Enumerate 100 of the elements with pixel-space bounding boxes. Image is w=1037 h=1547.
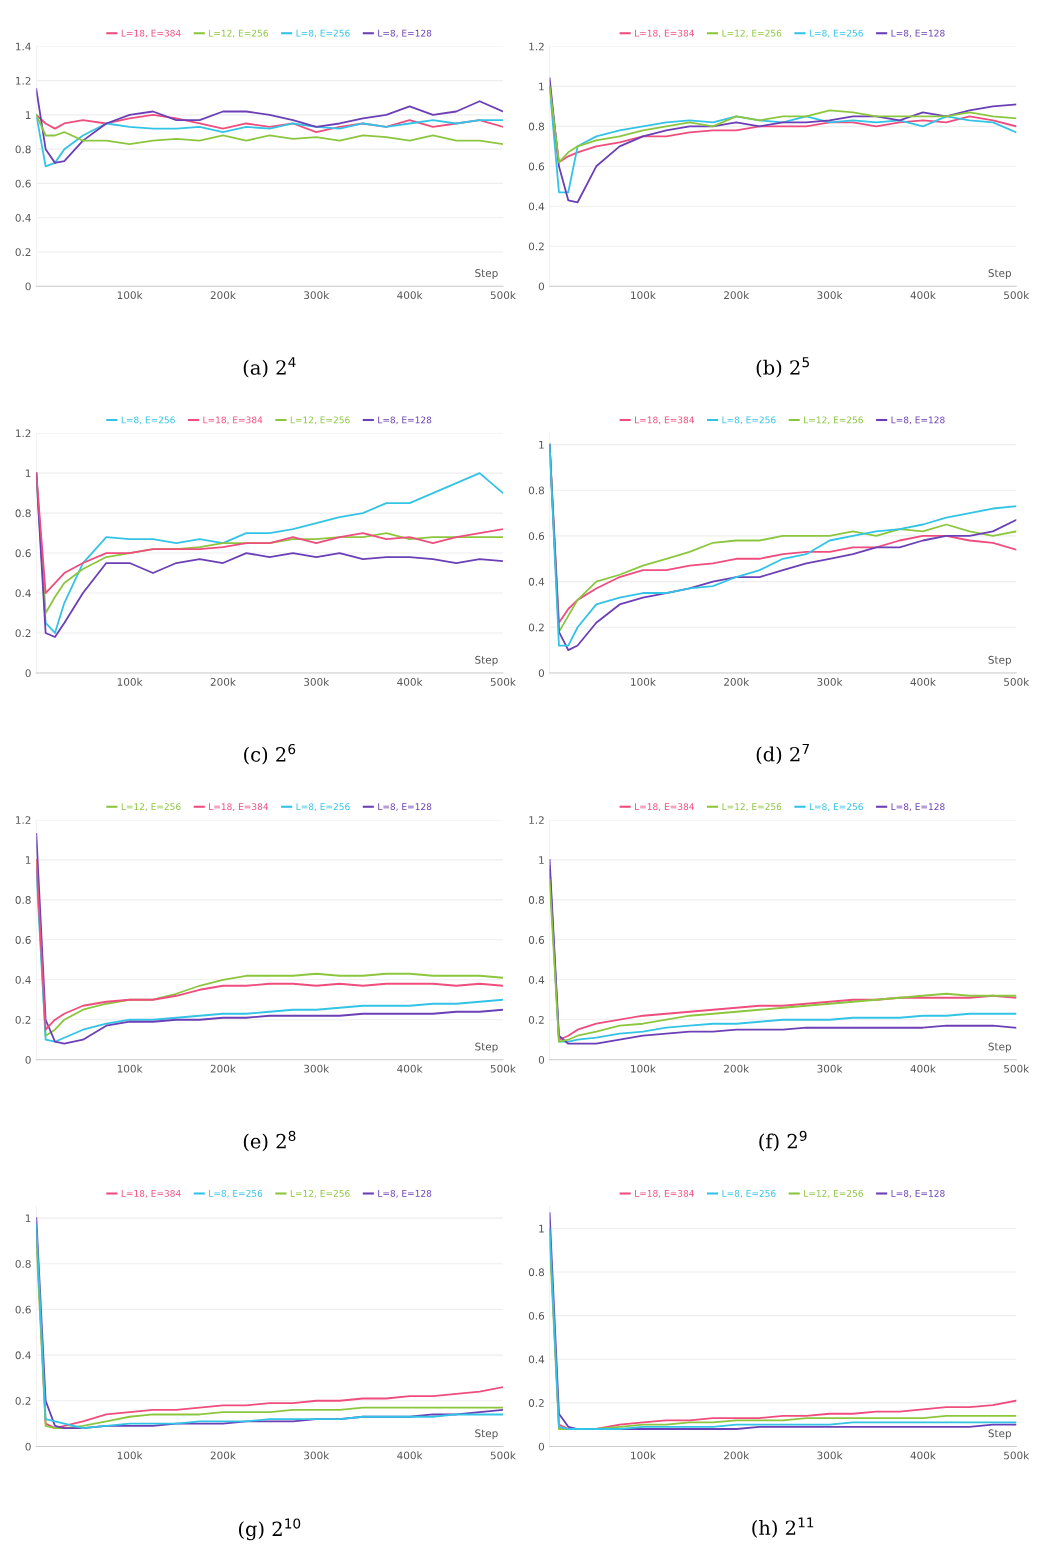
y-tick-label: 1.2 bbox=[529, 42, 544, 51]
legend-label: L=8, E=256 bbox=[722, 416, 776, 425]
y-tick-label: 0.4 bbox=[528, 975, 545, 984]
legend-label: L=18, E=384 bbox=[635, 416, 694, 425]
x-tick-label: 200k bbox=[724, 677, 750, 686]
y-tick-label: 0.2 bbox=[15, 248, 31, 257]
y-tick-label: 0 bbox=[538, 282, 545, 291]
x-tick-label: 100k bbox=[117, 1451, 143, 1460]
y-tick-label: 0 bbox=[25, 669, 31, 678]
y-tick-label: 0.8 bbox=[528, 1268, 545, 1277]
y-tick-label: 0.2 bbox=[15, 1397, 31, 1405]
y-tick-label: 0.2 bbox=[528, 1399, 544, 1407]
y-tick-label: 0.4 bbox=[528, 577, 545, 586]
y-tick-label: 0.4 bbox=[15, 213, 31, 222]
x-axis-title: Step bbox=[988, 655, 1012, 666]
legend-label: L=8, E=256 bbox=[722, 1189, 776, 1198]
y-tick-label: 0.6 bbox=[528, 162, 545, 171]
x-axis-title: Step bbox=[475, 269, 498, 279]
y-tick-label: 1 bbox=[25, 1214, 31, 1223]
x-tick-label: 200k bbox=[724, 1451, 750, 1460]
y-tick-label: 0.8 bbox=[528, 896, 545, 904]
legend-label: L=8, E=128 bbox=[891, 803, 945, 811]
y-tick-label: 0 bbox=[25, 1055, 31, 1064]
y-tick-label: 0.8 bbox=[528, 122, 545, 131]
x-tick-label: 100k bbox=[631, 1451, 656, 1460]
x-tick-label: 400k bbox=[910, 1064, 936, 1073]
legend-label: L=8, E=128 bbox=[378, 29, 432, 38]
y-tick-label: 1.2 bbox=[16, 429, 31, 438]
legend-label: L=18, E=384 bbox=[121, 1189, 181, 1198]
text: (h) 2$^{11}$ bbox=[752, 1517, 814, 1538]
legend-label: L=8, E=256 bbox=[809, 29, 863, 38]
legend-label: L=12, E=256 bbox=[722, 29, 782, 38]
x-tick-label: 500k bbox=[1004, 1451, 1030, 1460]
x-tick-label: 100k bbox=[117, 677, 143, 686]
y-tick-label: 0 bbox=[538, 1055, 545, 1064]
x-tick-label: 500k bbox=[1004, 1064, 1030, 1073]
legend-label: L=8, E=128 bbox=[378, 1189, 432, 1198]
x-tick-label: 500k bbox=[490, 1451, 516, 1460]
x-tick-label: 300k bbox=[304, 291, 330, 300]
y-tick-label: 0.8 bbox=[15, 509, 31, 518]
x-tick-label: 400k bbox=[397, 677, 423, 686]
legend-label: L=18, E=384 bbox=[635, 29, 694, 38]
legend-label: L=12, E=256 bbox=[290, 416, 350, 425]
x-tick-label: 300k bbox=[817, 677, 843, 686]
y-tick-label: 0.4 bbox=[15, 975, 31, 984]
y-tick-label: 0 bbox=[25, 1442, 31, 1451]
y-tick-label: 0.6 bbox=[528, 936, 545, 944]
y-tick-label: 0.6 bbox=[15, 1305, 31, 1314]
line-series bbox=[36, 114, 503, 133]
y-tick-label: 0.2 bbox=[528, 623, 544, 632]
y-tick-label: 0.6 bbox=[528, 1311, 545, 1320]
x-axis-title: Step bbox=[988, 1042, 1012, 1053]
line-series bbox=[36, 88, 503, 164]
y-tick-label: 1 bbox=[25, 111, 31, 119]
text: (a) 2$^{4}$ bbox=[243, 357, 296, 378]
y-tick-label: 0.6 bbox=[528, 532, 545, 541]
y-tick-label: 0.2 bbox=[15, 629, 31, 638]
legend-label: L=18, E=384 bbox=[209, 803, 269, 811]
y-tick-label: 0.4 bbox=[528, 1355, 545, 1364]
x-tick-label: 500k bbox=[490, 291, 516, 300]
text: (e) 2$^{8}$ bbox=[243, 1130, 296, 1152]
x-tick-label: 200k bbox=[724, 291, 750, 300]
x-tick-label: 500k bbox=[1004, 291, 1030, 300]
x-tick-label: 300k bbox=[304, 1064, 330, 1073]
y-tick-label: 1 bbox=[25, 856, 31, 864]
text: (c) 2$^{6}$ bbox=[244, 743, 296, 765]
text: (b) 2$^{5}$ bbox=[756, 357, 809, 378]
y-tick-label: 0.2 bbox=[528, 242, 544, 251]
legend-label: L=8, E=256 bbox=[296, 29, 350, 38]
y-tick-label: 1 bbox=[25, 469, 31, 478]
x-axis-title: Step bbox=[988, 269, 1012, 279]
x-axis-title: Step bbox=[988, 1429, 1012, 1440]
legend-label: L=8, E=256 bbox=[296, 803, 350, 811]
x-tick-label: 500k bbox=[490, 677, 516, 686]
legend-label: L=8, E=128 bbox=[378, 803, 432, 811]
legend-label: L=8, E=128 bbox=[891, 29, 945, 38]
legend-label: L=8, E=128 bbox=[891, 416, 945, 425]
text: (d) 2$^{7}$ bbox=[756, 743, 809, 765]
y-tick-label: 0 bbox=[25, 282, 31, 291]
legend-label: L=8, E=256 bbox=[209, 1189, 263, 1198]
y-tick-label: 0.8 bbox=[15, 145, 31, 154]
x-tick-label: 200k bbox=[210, 677, 236, 686]
y-tick-label: 1.2 bbox=[529, 816, 544, 824]
legend-label: L=8, E=128 bbox=[378, 416, 432, 425]
x-tick-label: 300k bbox=[817, 291, 843, 300]
x-tick-label: 400k bbox=[910, 291, 936, 300]
legend-label: L=8, E=256 bbox=[121, 416, 175, 425]
x-tick-label: 100k bbox=[117, 1064, 143, 1073]
x-tick-label: 300k bbox=[817, 1451, 843, 1460]
y-tick-label: 0.8 bbox=[528, 486, 545, 495]
legend-label: L=8, E=256 bbox=[809, 803, 863, 811]
x-tick-label: 300k bbox=[304, 677, 330, 686]
text: (f) 2$^{9}$ bbox=[759, 1130, 807, 1152]
line-series bbox=[549, 85, 1017, 164]
y-tick-label: 0.6 bbox=[15, 179, 31, 188]
y-tick-label: 1.2 bbox=[16, 816, 31, 824]
x-tick-label: 300k bbox=[817, 1064, 843, 1073]
legend-label: L=18, E=384 bbox=[121, 29, 181, 38]
y-tick-label: 0.6 bbox=[15, 936, 31, 944]
text: (g) 2$^{10}$ bbox=[238, 1518, 301, 1541]
